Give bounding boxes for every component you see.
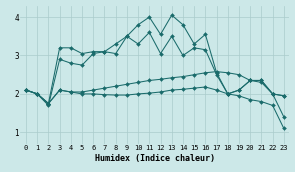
X-axis label: Humidex (Indice chaleur): Humidex (Indice chaleur) xyxy=(95,154,215,163)
